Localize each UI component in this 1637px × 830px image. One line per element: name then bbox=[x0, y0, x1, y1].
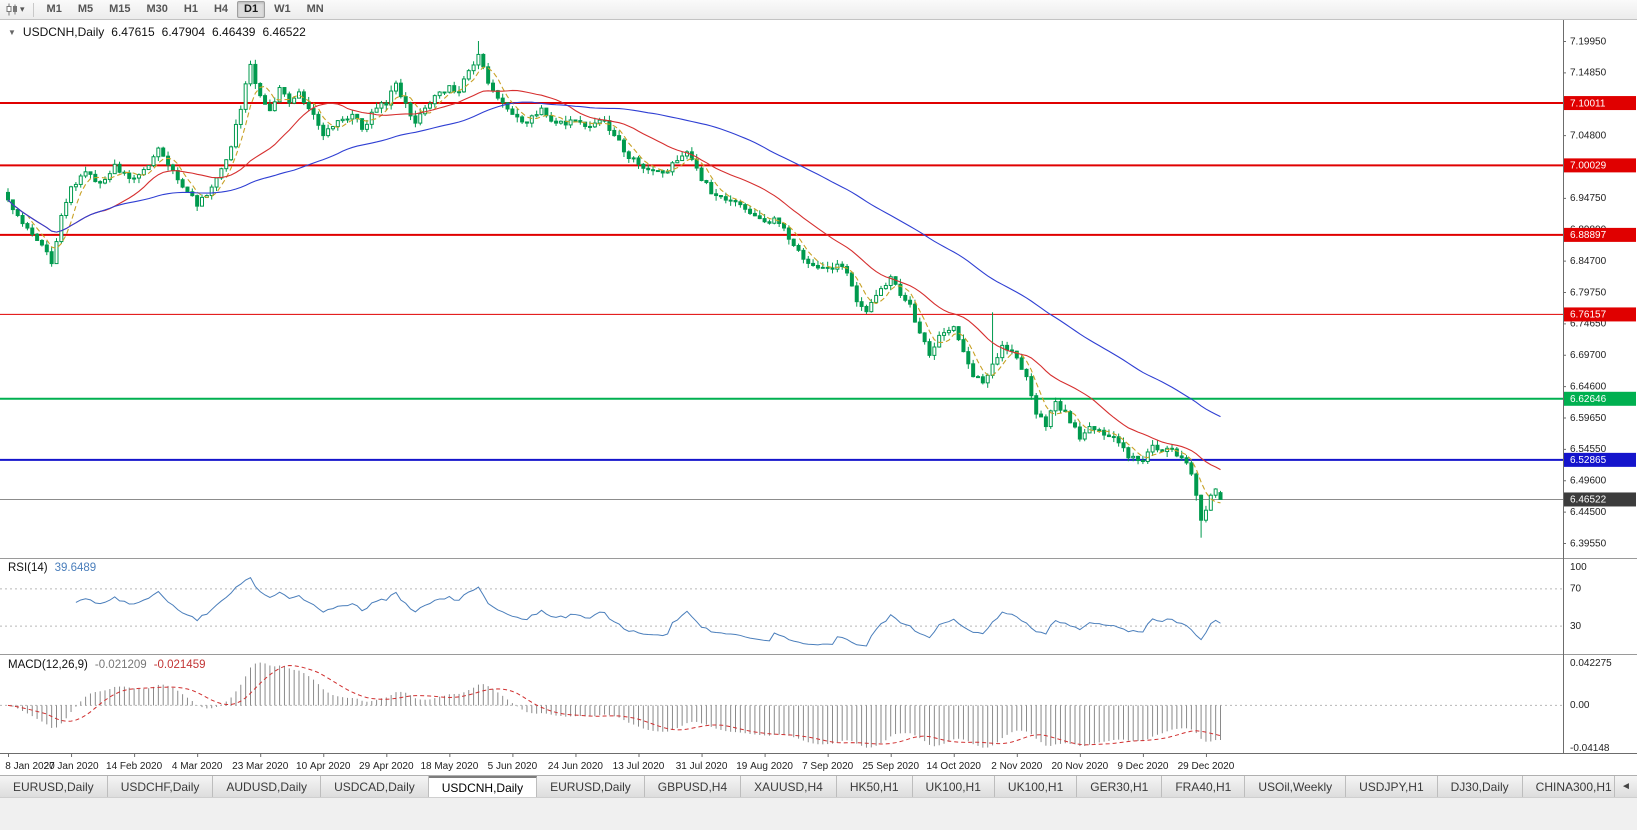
tab-scroll-left-button[interactable]: ◄ bbox=[1614, 776, 1637, 797]
symbol-tab-hk50-h1[interactable]: HK50,H1 bbox=[836, 776, 913, 797]
symbol-tab-xauusd-h4[interactable]: XAUUSD,H4 bbox=[741, 776, 837, 797]
price-chart-canvas[interactable] bbox=[0, 20, 1637, 775]
pane-separator[interactable] bbox=[0, 556, 1637, 561]
symbol-tab-bar: EURUSD,Daily USDCHF,Daily AUDUSD,Daily USDC… bbox=[0, 775, 1637, 797]
timeframe-button-m30[interactable]: M30 bbox=[146, 3, 168, 15]
timeframe-button-w1[interactable]: W1 bbox=[274, 3, 291, 15]
chart-type-dropdown-icon[interactable]: ▾ bbox=[20, 4, 25, 14]
timeframe-button-group: M1 M5 M15 M30 H1 H4 D1 W1 MN bbox=[40, 1, 331, 18]
pane-separator[interactable] bbox=[0, 652, 1637, 657]
timeframe-button-h4[interactable]: H4 bbox=[213, 3, 229, 15]
symbol-tab-usdchf-daily[interactable]: USDCHF,Daily bbox=[107, 776, 214, 797]
timeframe-button-h1[interactable]: H1 bbox=[183, 3, 198, 15]
symbol-tab-gbpusd-h4[interactable]: GBPUSD,H4 bbox=[644, 776, 742, 797]
symbol-tab-usdcnh-daily[interactable]: USDCNH,Daily bbox=[428, 776, 538, 797]
symbol-tab-uk100-h1[interactable]: UK100,H1 bbox=[994, 776, 1078, 797]
symbol-tab-uk100-h1[interactable]: UK100,H1 bbox=[912, 776, 995, 797]
symbol-tab-usdjpy-h1[interactable]: USDJPY,H1 bbox=[1346, 776, 1438, 797]
symbol-tab-eurusd-daily[interactable]: EURUSD,Daily bbox=[0, 776, 108, 797]
symbol-tab-ger30-h1[interactable]: GER30,H1 bbox=[1077, 776, 1163, 797]
symbol-tab-fra40-h1[interactable]: FRA40,H1 bbox=[1162, 776, 1246, 797]
collapse-indicator-icon[interactable]: ▼ bbox=[8, 27, 16, 37]
timeframe-button-m5[interactable]: M5 bbox=[77, 3, 94, 15]
symbol-tab-usdcad-daily[interactable]: USDCAD,Daily bbox=[321, 776, 429, 797]
symbol-tab-china300-h1[interactable]: CHINA300,H1 bbox=[1522, 776, 1614, 797]
pane-separator[interactable] bbox=[0, 751, 1637, 756]
symbol-tab-audusd-daily[interactable]: AUDUSD,Daily bbox=[213, 776, 322, 797]
timeframe-button-d1[interactable]: D1 bbox=[237, 1, 266, 18]
timeframe-button-mn[interactable]: MN bbox=[306, 3, 324, 15]
symbol-tab-dj30-daily[interactable]: DJ30,Daily bbox=[1437, 776, 1523, 797]
symbol-tab-eurusd-daily[interactable]: EURUSD,Daily bbox=[537, 776, 645, 797]
toolbar-separator bbox=[32, 2, 34, 17]
symbol-tab-list: EURUSD,Daily USDCHF,Daily AUDUSD,Daily USDC… bbox=[0, 776, 1614, 797]
timeframe-button-m15[interactable]: M15 bbox=[109, 3, 131, 15]
chart-type-icon[interactable] bbox=[5, 3, 19, 16]
timeframe-button-m1[interactable]: M1 bbox=[46, 3, 62, 15]
timeframe-toolbar: ▾ M1 M5 M15 M30 H1 H4 D1 W1 MN bbox=[0, 0, 1637, 20]
symbol-tab-usoil-weekly[interactable]: USOil,Weekly bbox=[1245, 776, 1347, 797]
status-bar bbox=[0, 797, 1637, 830]
